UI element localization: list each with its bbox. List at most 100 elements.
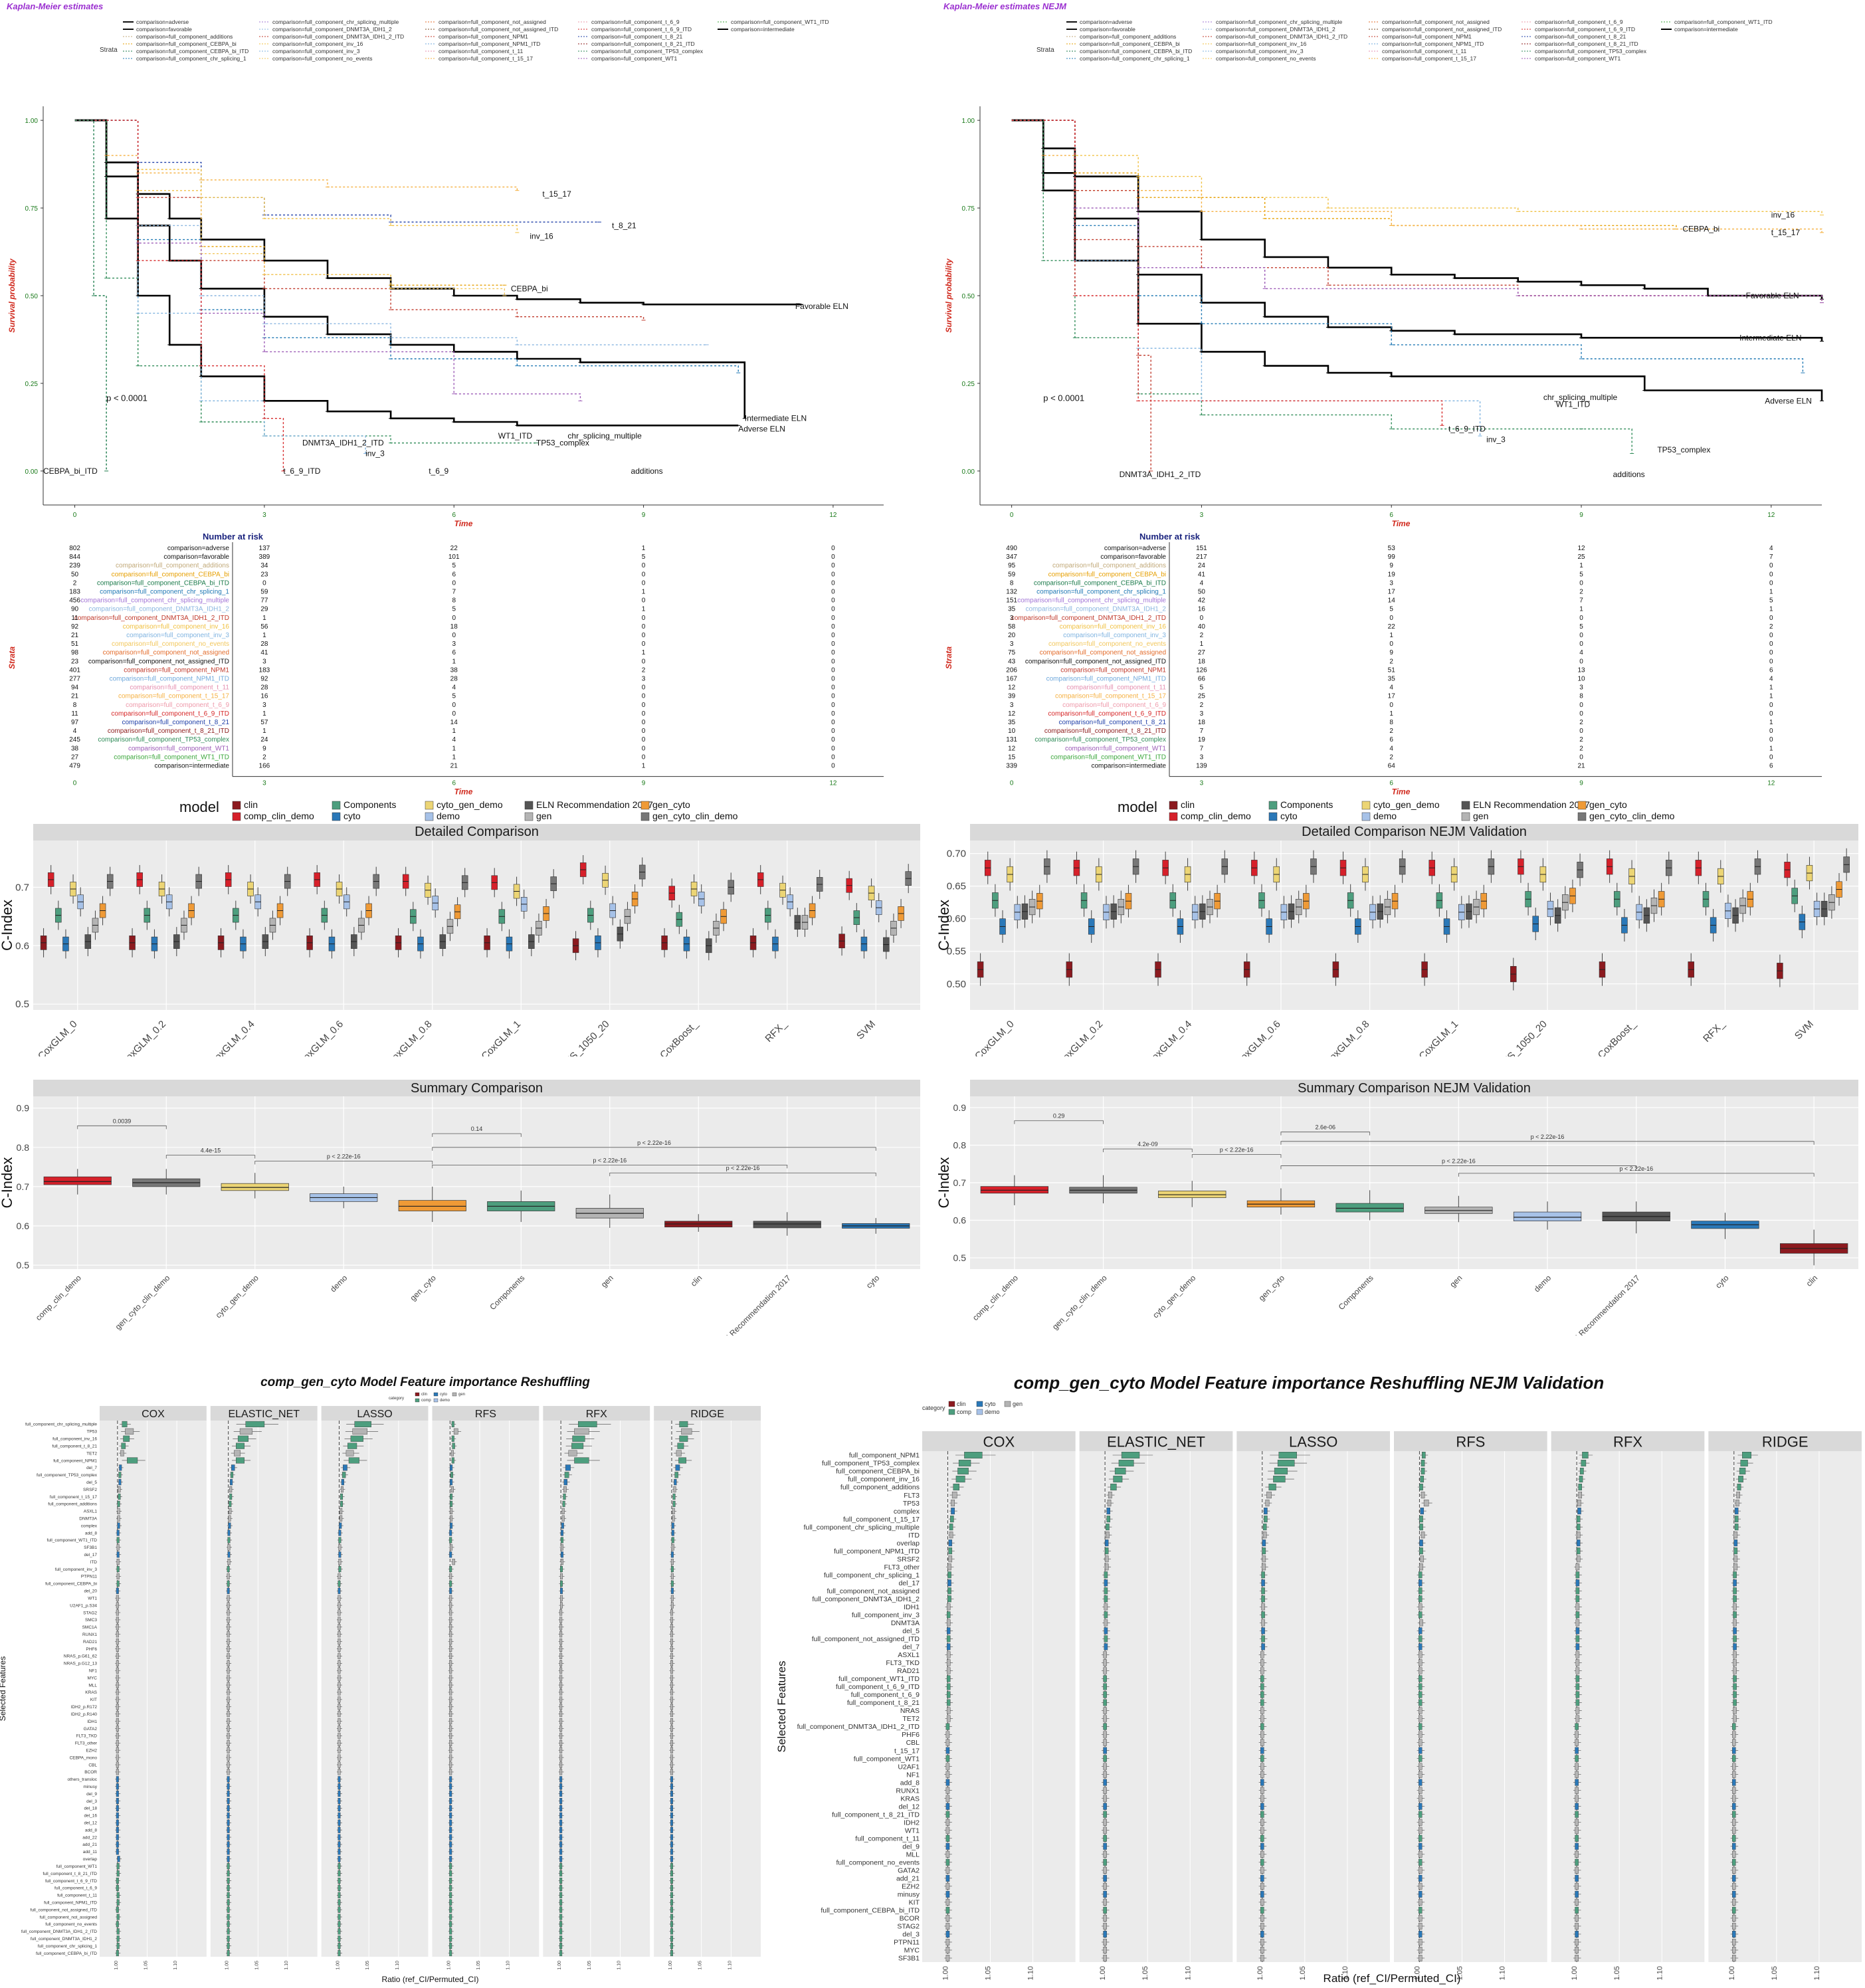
facet-title: RFX [1613, 1433, 1642, 1450]
risk-count: 4 [452, 684, 456, 692]
model-label: cyto [344, 811, 361, 821]
fi-box [1260, 1763, 1264, 1770]
curve-label: CEBPA_bi_ITD [43, 466, 98, 476]
fi-box [1418, 1890, 1423, 1898]
fi-box [1575, 1811, 1579, 1818]
fi-box [449, 1812, 452, 1819]
fi-box [1418, 1643, 1423, 1650]
fi-box [1421, 1492, 1425, 1499]
fi-box [945, 1842, 950, 1850]
fi-box [670, 1769, 673, 1775]
feature-label: IDH1 [87, 1720, 97, 1724]
y-tick-label: 0.9 [953, 1102, 967, 1113]
fi-box [239, 1428, 253, 1435]
sig-label: p < 2.22e-16 [1220, 1147, 1254, 1153]
fi-box [1103, 1771, 1107, 1778]
risk-count: 0 [1579, 658, 1583, 665]
risk-count: 1 [1389, 632, 1393, 639]
risk-row-label: comparison=full_component_not_assigned [103, 649, 229, 656]
fi-box [227, 1936, 230, 1942]
fi-box [451, 1457, 454, 1464]
risk-row-label: comparison=full_component_t_8_21 [122, 719, 230, 726]
fi-box [449, 1639, 452, 1645]
fi-box [117, 1856, 120, 1862]
feature-label: complex [81, 1524, 98, 1528]
risk-count: 2 [262, 753, 266, 761]
fi-box [1418, 1882, 1423, 1890]
curve-label: t_15_17 [542, 189, 571, 199]
risk-count: 29 [260, 606, 268, 613]
fi-box [1265, 1500, 1270, 1507]
fi-box [1734, 1508, 1739, 1515]
fi-box [348, 1457, 359, 1464]
fi-box [1421, 1460, 1425, 1467]
fi-box [1103, 1866, 1107, 1874]
fi-box [670, 1639, 673, 1645]
fi-box [227, 1812, 230, 1819]
fi-box [338, 1704, 341, 1710]
feature-label: WT1 [88, 1596, 97, 1601]
fi-box [227, 1725, 230, 1732]
feature-label: overlap [83, 1857, 98, 1862]
category-label: comp [957, 1409, 971, 1415]
fi-box [236, 1457, 245, 1464]
x-tick-label: 9 [1579, 512, 1583, 519]
fi-box [1418, 1603, 1423, 1611]
risk-count: 479 [69, 763, 80, 770]
risk-count: 1 [1389, 710, 1393, 718]
fi-box [670, 1791, 673, 1797]
category-swatch [976, 1401, 983, 1407]
fi-box [227, 1609, 230, 1616]
fi-box [1733, 1587, 1737, 1595]
risk-count: 8 [1579, 693, 1583, 700]
fi-box [127, 1457, 138, 1464]
fi-box [338, 1949, 341, 1957]
curve-label: Adverse ELN [1765, 396, 1812, 405]
feature-label: TP53 [86, 1430, 97, 1435]
feature-label: full_component_no_events [836, 1858, 920, 1866]
x-tick-label: RFS_1050_20 [558, 1019, 611, 1056]
fi-box [227, 1856, 230, 1862]
x-tick-label: 1.00 [336, 1961, 340, 1970]
x-tick-label: 1.10 [1499, 1966, 1507, 1980]
fi-box [450, 1493, 453, 1500]
x-tick-label: 1.00 [1413, 1966, 1421, 1980]
risk-row-label: comparison=full_component_inv_16 [1060, 623, 1167, 631]
facet-strip [1551, 1431, 1705, 1451]
fi-box [1104, 1635, 1108, 1642]
fi-box [1732, 1739, 1736, 1746]
risk-count: 0 [1769, 579, 1773, 587]
feature-label: KIT [909, 1899, 920, 1907]
curve-label: WT1_ITD [498, 431, 533, 441]
legend-label: comparison=full_component_t_8_21 [1535, 33, 1626, 40]
curve-label: Favorable ELN [1746, 291, 1799, 300]
fi-box [338, 1565, 342, 1573]
risk-count: 28 [450, 676, 458, 683]
feature-label: PTPN11 [894, 1939, 920, 1947]
x-tick-label: 1.10 [395, 1961, 400, 1970]
risk-count: 38 [450, 666, 458, 674]
fi-box [1418, 1898, 1423, 1906]
risk-x-tick: 0 [1010, 780, 1014, 787]
feature-label: del_3 [86, 1799, 97, 1804]
fi-box [1118, 1460, 1134, 1467]
risk-count: 0 [831, 676, 835, 683]
fi-box [670, 1696, 673, 1703]
y-tick-label: 0.8 [953, 1140, 967, 1150]
risk-row-label: comparison=full_component_t_6_9 [1062, 702, 1166, 709]
fi-box [227, 1704, 230, 1710]
risk-count: 14 [1388, 597, 1396, 605]
fi-box [1578, 1492, 1582, 1499]
fi-box [1575, 1890, 1579, 1898]
x-tick-label: 1.05 [1613, 1966, 1621, 1980]
x-axis-title: Time [1392, 519, 1411, 528]
fi-box [116, 1761, 119, 1768]
fi-box [338, 1573, 341, 1580]
risk-count: 0 [642, 736, 646, 744]
feature-label: BCOR [84, 1770, 97, 1775]
fi-box [1732, 1827, 1736, 1834]
fi-box [1575, 1771, 1579, 1778]
x-axis-title: Ratio (ref_CI/Permuted_CI) [381, 1975, 478, 1984]
fi-box [116, 1682, 119, 1688]
fi-box [948, 1555, 953, 1563]
